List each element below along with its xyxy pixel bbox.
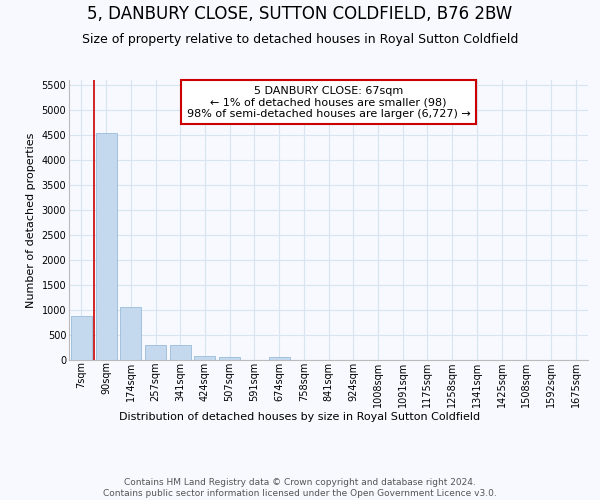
Text: Distribution of detached houses by size in Royal Sutton Coldfield: Distribution of detached houses by size …: [119, 412, 481, 422]
Bar: [219, 357, 240, 360]
Text: 5, DANBURY CLOSE, SUTTON COLDFIELD, B76 2BW: 5, DANBURY CLOSE, SUTTON COLDFIELD, B76 …: [88, 5, 512, 23]
Bar: [194, 356, 215, 360]
Y-axis label: Number of detached properties: Number of detached properties: [26, 132, 36, 308]
Text: Contains HM Land Registry data © Crown copyright and database right 2024.
Contai: Contains HM Land Registry data © Crown c…: [103, 478, 497, 498]
Bar: [120, 307, 141, 360]
Text: Size of property relative to detached houses in Royal Sutton Coldfield: Size of property relative to detached ho…: [82, 32, 518, 46]
Bar: [269, 357, 290, 360]
Text: 5 DANBURY CLOSE: 67sqm
← 1% of detached houses are smaller (98)
98% of semi-deta: 5 DANBURY CLOSE: 67sqm ← 1% of detached …: [187, 86, 470, 119]
Bar: [170, 345, 191, 360]
Bar: [145, 345, 166, 360]
Bar: [71, 316, 92, 360]
Bar: [95, 133, 116, 360]
